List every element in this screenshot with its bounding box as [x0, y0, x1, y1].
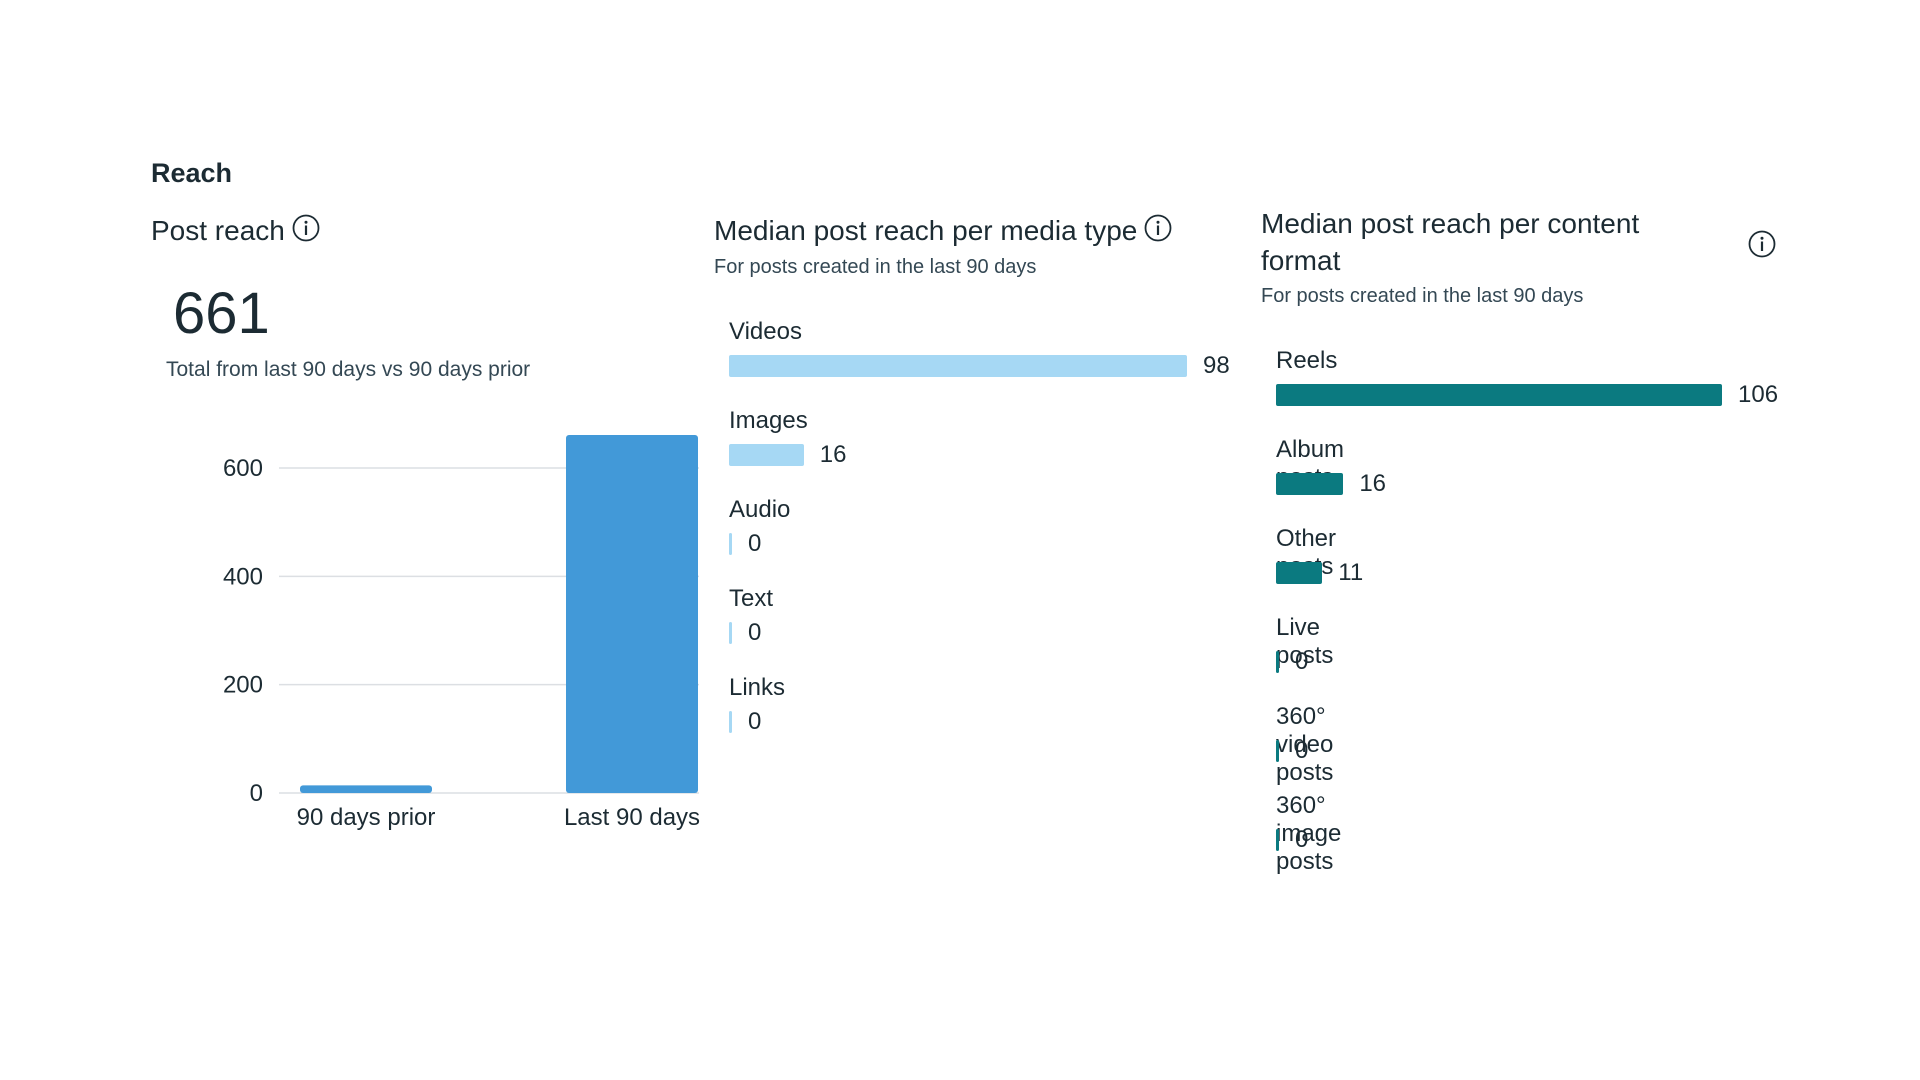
bar[interactable]	[1276, 829, 1279, 851]
reach-bar[interactable]	[566, 435, 698, 793]
bar-row: 0	[729, 530, 762, 557]
y-tick-label: 400	[223, 563, 263, 590]
post-reach-total: 661	[173, 281, 270, 346]
bar-row: 0	[729, 619, 762, 646]
media-type-title: Median post reach per media type	[714, 215, 1138, 246]
bar[interactable]	[1276, 473, 1344, 495]
bar[interactable]	[729, 355, 1187, 377]
post-reach-title: Post reach	[151, 215, 285, 246]
reach-bar-chart: 0 200 400 600 90 days prior Last 90 days	[223, 435, 700, 831]
bar-value: 0	[1295, 826, 1309, 853]
bar-value: 0	[748, 619, 762, 646]
media-type-subtitle: For posts created in the last 90 days	[714, 256, 1037, 278]
bar-label: Reels	[1276, 347, 1338, 374]
media-type-panel: Median post reach per media type For pos…	[714, 208, 1234, 868]
bar[interactable]	[729, 444, 804, 466]
bar-row: 0	[729, 708, 762, 735]
content-format-panel: Median post reach per content format For…	[1261, 205, 1781, 885]
bar[interactable]	[1276, 651, 1279, 673]
bar-row: 98	[729, 352, 1230, 379]
bar-row: 106	[1276, 381, 1779, 408]
reach-bar[interactable]	[300, 785, 432, 793]
info-icon[interactable]	[1747, 229, 1777, 264]
content-format-subtitle: For posts created in the last 90 days	[1261, 285, 1584, 307]
bar-row: 16	[729, 441, 847, 468]
bar-row: 0	[1276, 648, 1309, 675]
bar-value: 0	[1295, 648, 1309, 675]
bar-value: 16	[1359, 470, 1387, 497]
info-icon[interactable]	[1143, 213, 1173, 248]
post-reach-panel: Post reach 661 Total from last 90 days v…	[151, 208, 711, 868]
y-tick-label: 200	[223, 672, 263, 699]
bar-value: 98	[1203, 352, 1230, 379]
section-title: Reach	[151, 158, 233, 188]
bar[interactable]	[1276, 384, 1722, 406]
bar-row: 16	[1276, 470, 1387, 497]
bar[interactable]	[1276, 740, 1279, 762]
bar[interactable]	[729, 533, 732, 555]
bar-value: 11	[1338, 559, 1364, 586]
bar-row: 11	[1276, 559, 1364, 586]
bar-label: Live posts	[1276, 614, 1334, 669]
bar-value: 0	[748, 708, 762, 735]
info-icon[interactable]	[291, 213, 321, 248]
bar-value: 0	[748, 530, 762, 557]
bar-value: 16	[819, 441, 847, 468]
bar[interactable]	[1276, 562, 1323, 584]
bar-label: Videos	[729, 318, 802, 345]
bar-label: Audio	[729, 496, 791, 523]
bar-row: 0	[1276, 826, 1309, 853]
bar-label: Images	[729, 407, 808, 434]
bar-row: 0	[1276, 737, 1309, 764]
bar-value: 106	[1738, 381, 1779, 408]
bar-value: 0	[1295, 737, 1309, 764]
x-tick-label: Last 90 days	[564, 804, 700, 831]
post-reach-note: Total from last 90 days vs 90 days prior	[166, 358, 531, 381]
content-format-title: Median post reach per content format	[1261, 208, 1640, 276]
bar-label: 360° video posts	[1276, 703, 1334, 786]
bar[interactable]	[729, 622, 732, 644]
bar[interactable]	[729, 711, 732, 733]
y-tick-label: 0	[250, 780, 263, 807]
bar-label: Links	[729, 674, 786, 701]
y-tick-label: 600	[223, 455, 263, 482]
bar-label: 360° image posts	[1276, 792, 1342, 875]
bar-label: Text	[729, 585, 774, 612]
x-tick-label: 90 days prior	[297, 804, 436, 831]
